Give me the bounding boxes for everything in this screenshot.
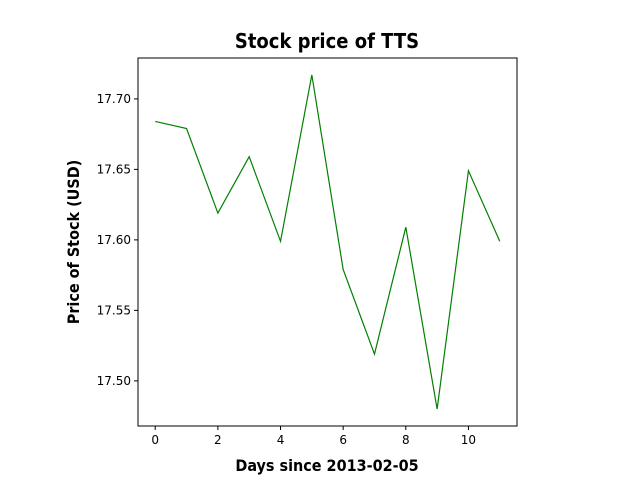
x-tick-label: 8 <box>402 433 410 447</box>
x-axis: 0 2 4 6 8 10 <box>151 426 476 447</box>
x-tick-label: 4 <box>277 433 285 447</box>
y-tick-label: 17.70 <box>97 92 131 106</box>
y-tick-label: 17.50 <box>97 374 131 388</box>
series-line-0 <box>155 74 501 410</box>
x-tick-label: 6 <box>339 433 347 447</box>
plot-area <box>137 57 518 427</box>
y-tick-label: 17.55 <box>97 303 131 317</box>
x-tick-label: 2 <box>214 433 222 447</box>
y-axis: 17.50 17.55 17.60 17.65 17.70 <box>97 92 138 388</box>
series-layer <box>155 74 501 410</box>
chart-title: Stock price of TTS <box>235 29 419 53</box>
x-tick-label: 0 <box>151 433 159 447</box>
y-tick-label: 17.60 <box>97 233 131 247</box>
y-tick-label: 17.65 <box>97 162 131 176</box>
x-tick-label: 10 <box>461 433 476 447</box>
x-axis-label: Days since 2013-02-05 <box>235 456 418 475</box>
y-axis-label: Price of Stock (USD) <box>64 160 83 324</box>
